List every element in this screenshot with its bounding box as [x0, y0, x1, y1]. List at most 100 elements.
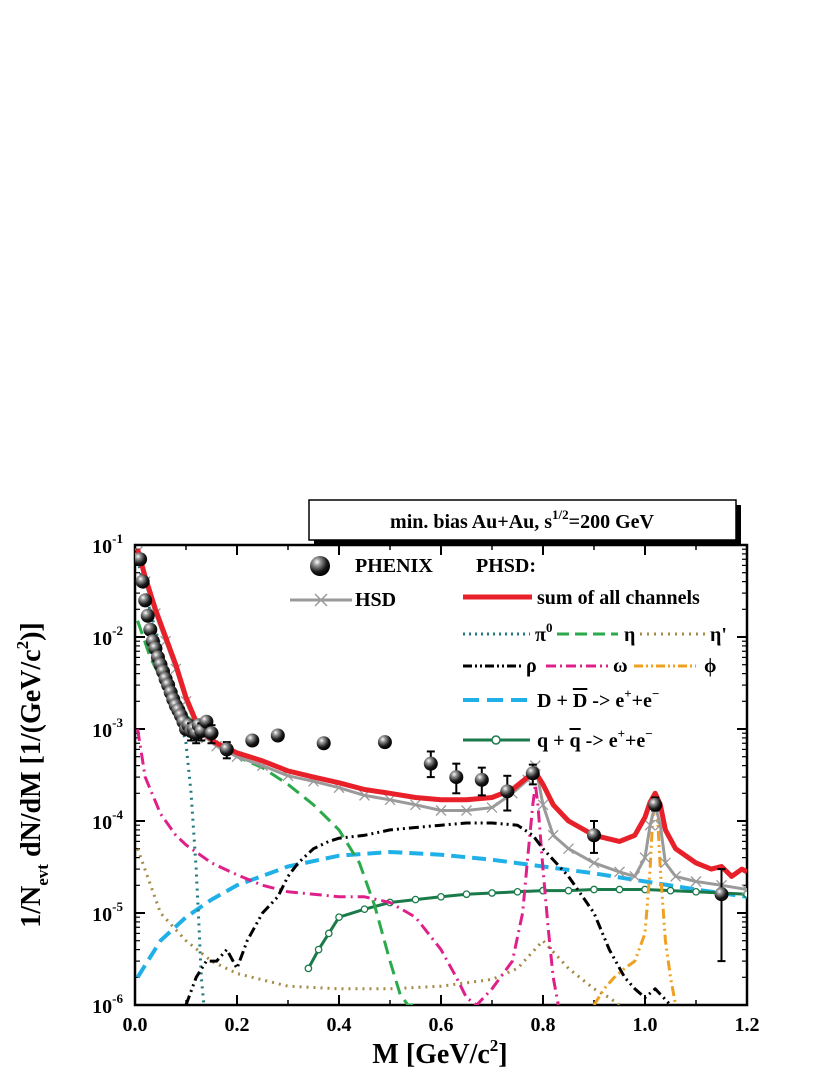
chart-title-sup: 1/2	[552, 507, 569, 522]
phenix-data-point	[135, 574, 150, 589]
series-point-hsd	[690, 876, 702, 887]
series-line-qq	[307, 888, 747, 970]
series-point-hsd	[614, 866, 625, 878]
series-point-qq	[304, 964, 313, 973]
y-axis-label-sup: 2	[13, 641, 32, 650]
phenix-data-point	[140, 608, 155, 623]
series-point-qq	[411, 895, 420, 904]
y-axis-label-sub: evt	[33, 864, 52, 886]
x-tick-label: 0.4	[327, 1014, 352, 1036]
y-tick-label: 10-4	[92, 807, 123, 834]
axis-ticks: 0.0 0.2 0.4 0.6 0.8 1.0 1.2 10-1 10-2 10-3 10-4 10-…	[92, 531, 759, 1036]
series-point-hsd	[659, 857, 671, 869]
series-line-rho	[184, 821, 672, 1005]
series-point-hsd	[435, 805, 447, 816]
series-point-qq	[462, 890, 471, 899]
legend-pi0-label: π0	[535, 620, 552, 646]
x-axis-label-pre: M [GeV/c	[372, 1039, 489, 1070]
legend-pi0-base: π	[535, 624, 546, 646]
legend-qq-a: q +	[537, 730, 570, 752]
series-point-qq	[335, 913, 343, 922]
series-point-hsd	[537, 799, 549, 811]
series-point-hsd	[410, 799, 421, 811]
series-line-omega	[136, 728, 560, 1005]
y-axis-label: 1/Nevt dN/dM [1/(GeV/c2)]	[13, 622, 52, 928]
legend-dd-label: D + D -> e++e−	[537, 686, 659, 712]
legend-qq-sup1: +	[618, 726, 625, 741]
series-line-pi0	[136, 558, 206, 1005]
legend-omega-label: ω	[613, 655, 628, 677]
legend-dd-a: D +	[537, 690, 573, 712]
phenix-data-point	[449, 770, 464, 785]
phenix-data-point	[270, 728, 285, 743]
legend-qq-b: -> e	[581, 730, 618, 752]
y-axis-label-b: dN/dM [1/(GeV/c	[16, 649, 47, 864]
series-point-qq	[324, 929, 333, 938]
chart-title-pre: min. bias Au+Au, s	[390, 511, 552, 533]
x-axis-label-post: ]	[498, 1039, 507, 1070]
legend-qq-marker	[491, 735, 501, 745]
phenix-data-layer	[135, 552, 729, 963]
phenix-data-point	[423, 756, 438, 771]
x-tick-label: 0.2	[225, 1014, 250, 1036]
phenix-data-point	[143, 622, 158, 637]
x-axis-label: M [GeV/c2]	[372, 1036, 507, 1070]
chart-title: min. bias Au+Au, s1/2=200 GeV	[390, 507, 654, 533]
legend-phenix-label: PHENIX	[355, 555, 433, 577]
series-point-hsd	[670, 870, 682, 882]
y-axis-label-a: 1/N	[16, 886, 47, 928]
series-point-hsd	[461, 805, 472, 816]
series-point-hsd	[547, 829, 559, 841]
series-point-qq	[437, 892, 445, 901]
series-point-hsd	[588, 857, 600, 869]
legend-dd-c: +e	[632, 690, 652, 712]
phenix-data-point	[500, 784, 515, 799]
series-line-dd	[135, 850, 747, 979]
y-tick-label: 10-2	[92, 623, 123, 650]
y-axis-label-c: )]	[16, 622, 47, 641]
plot-frame	[133, 543, 749, 1007]
legend-phi-label: ϕ	[704, 655, 716, 677]
legend: PHENIX HSD PHSD: sum of all channels π0 …	[290, 555, 727, 752]
legend-qq-c: +e	[625, 730, 645, 752]
x-tick-label: 0.6	[429, 1014, 454, 1036]
legend-phenix-marker	[310, 556, 330, 576]
series-point-qq	[692, 887, 700, 896]
chart-title-post: =200 GeV	[569, 511, 655, 533]
series-point-qq	[360, 905, 369, 914]
legend-eta-label: η	[624, 624, 635, 646]
phenix-data-point	[474, 772, 489, 787]
x-tick-label: 1.0	[633, 1014, 658, 1036]
series-point-hsd	[384, 794, 396, 806]
legend-dd-sup2: −	[652, 686, 659, 701]
series-point-hsd	[639, 852, 651, 864]
series-layer	[135, 546, 747, 1005]
phenix-data-point	[219, 742, 234, 757]
legend-qq-bar: q	[570, 730, 581, 752]
phenix-data-point	[587, 828, 601, 843]
phenix-data-point	[714, 887, 729, 902]
phenix-data-point	[204, 726, 219, 741]
series-point-qq	[488, 889, 496, 897]
series-point-hsd	[741, 884, 747, 895]
legend-dd-bar: D	[573, 690, 587, 712]
y-tick-label: 10-5	[92, 899, 123, 926]
y-tick-label: 10-1	[92, 531, 123, 558]
series-point-qq	[615, 885, 624, 894]
legend-sum-label: sum of all channels	[537, 587, 700, 609]
legend-hsd-marker	[314, 593, 328, 607]
x-tick-label: 1.2	[735, 1014, 760, 1036]
y-tick-label: 10-3	[92, 715, 123, 742]
series-point-qq	[666, 886, 675, 895]
legend-etap-label: η'	[710, 624, 727, 646]
phenix-data-point	[525, 766, 540, 781]
phenix-data-point	[648, 797, 663, 812]
series-point-qq	[590, 885, 598, 894]
series-point-hsd	[563, 843, 574, 855]
y-tick-label: 10-6	[92, 991, 123, 1018]
x-tick-label: 0.8	[531, 1014, 556, 1036]
legend-dd-b: -> e	[587, 690, 624, 712]
phenix-data-point	[138, 593, 153, 608]
series-line-phi	[592, 796, 678, 1005]
